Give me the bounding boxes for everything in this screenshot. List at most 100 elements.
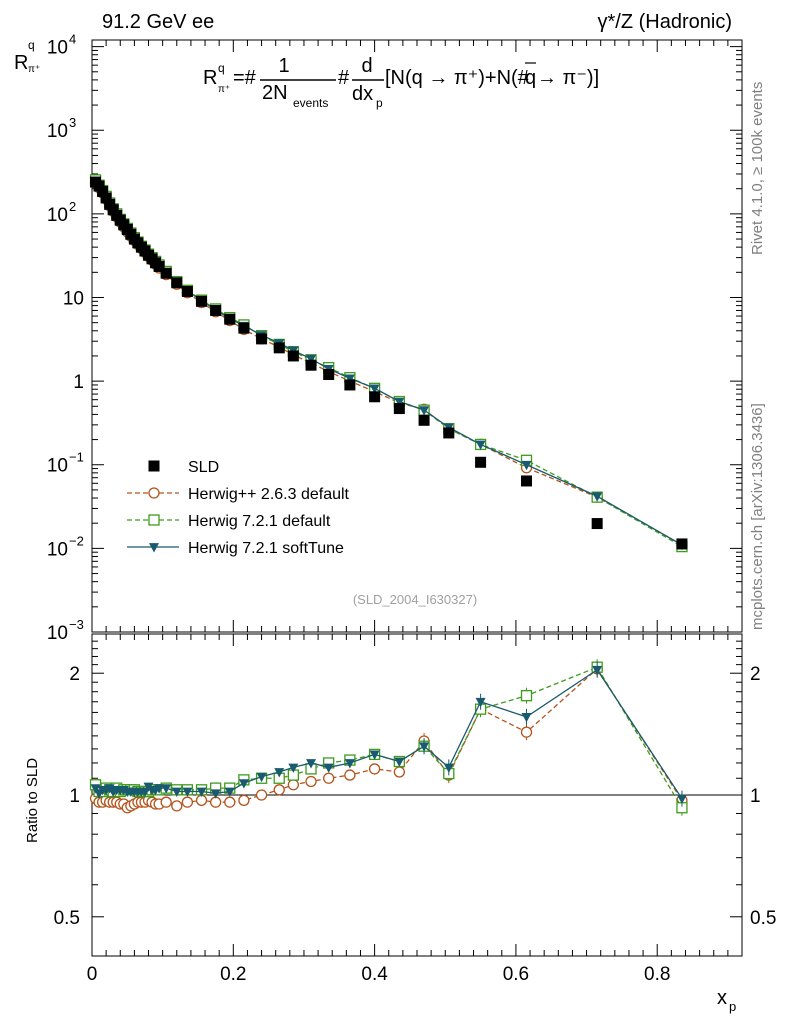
x-tick-label: 0 [87, 964, 98, 985]
ratio-point-herwig-7-2-1-softtune [323, 763, 334, 773]
ratio-point-herwig-7-2-1-softtune [394, 757, 405, 768]
ratio-y-tick-label: 0.5 [54, 908, 80, 929]
legend-entry: Herwig 7.2.1 default [127, 513, 331, 530]
svg-text:−3: −3 [69, 617, 84, 632]
legend-entry: Herwig 7.2.1 softTune [127, 540, 344, 557]
ratio-point-herwig-7-2-1-softtune [154, 784, 165, 794]
x-tick-label: 0.6 [503, 964, 529, 985]
point-sld [305, 359, 317, 371]
ratio-point-herwig-2-6-3-default [305, 775, 317, 788]
point-herwig-7-2-1-softtune [475, 440, 486, 450]
ratio-point-herwig-7-2-1-softtune [288, 763, 299, 773]
svg-text:q: q [525, 67, 536, 89]
ratio-point-herwig-2-6-3-default [393, 766, 405, 778]
ratio-point-herwig-7-2-1-softtune [443, 763, 454, 773]
point-sld [344, 379, 356, 391]
mcplots-label: mcplots.cern.ch [arXiv:1306.3436] [749, 403, 766, 630]
header-left: 91.2 GeV ee [102, 11, 214, 33]
svg-text:10: 10 [63, 288, 84, 309]
ratio-point-herwig-7-2-1-softtune [369, 750, 380, 760]
point-sld [676, 538, 688, 550]
point-sld [160, 267, 172, 279]
svg-text:R: R [203, 67, 217, 89]
point-sld [153, 260, 165, 272]
point-sld [418, 414, 430, 426]
point-sld [256, 333, 268, 345]
ratio-point-herwig-7-2-1-softtune [521, 713, 532, 723]
ratio-point-herwig-2-6-3-default [238, 794, 250, 807]
main-y-label: R q π⁺ [14, 38, 40, 75]
point-herwig-7-2-1-softtune [419, 406, 430, 416]
ratio-point-herwig-7-2-1-softtune [139, 787, 150, 798]
ratio-point-herwig-7-2-1-softtune [224, 787, 235, 798]
ratio-point-herwig-2-6-3-default [368, 763, 381, 775]
point-sld [171, 277, 183, 289]
ratio-point-herwig-2-6-3-default [344, 769, 356, 781]
point-herwig-7-2-1-softtune [306, 354, 317, 365]
point-sld [287, 350, 299, 362]
y-tick-label: 10 3 [47, 115, 76, 142]
point-herwig-7-2-1-softtune [344, 374, 355, 384]
x-axis-label: x p [717, 987, 736, 1014]
svg-text:3: 3 [69, 115, 76, 130]
y-tick-label: 10 [63, 288, 84, 309]
legend-marker [148, 514, 160, 526]
ratio-point-herwig-7-2-1-softtune [274, 768, 285, 778]
ratio-y-tick-label: 1 [69, 786, 80, 807]
ratio-point-herwig-7-2-1-softtune [256, 772, 267, 783]
svg-text:1: 1 [278, 55, 289, 77]
series-line-herwig-7-2-1-softtune [95, 180, 683, 546]
svg-text:−2: −2 [69, 533, 84, 548]
ratio-y-tick-label-right: 0.5 [750, 908, 776, 929]
header-right: γ*/Z (Hadronic) [598, 11, 732, 33]
ratio-point-herwig-2-6-3-default [520, 726, 533, 738]
ratio-y-label: Ratio to SLD [24, 758, 41, 843]
legend-marker [149, 543, 159, 553]
y-tick-label: 10 −2 [47, 533, 84, 560]
ratio-panel: 0 0.2 0.4 0.6 0.8 0.5 0.5 1 1 2 2 [54, 633, 776, 985]
svg-text:q: q [28, 38, 35, 52]
svg-text:10: 10 [47, 121, 68, 142]
legend-label: Herwig 7.2.1 softTune [188, 540, 344, 557]
point-herwig-7-2-1-softtune [394, 397, 405, 408]
ratio-point-herwig-7-2-1-default [520, 690, 533, 702]
point-sld [521, 475, 533, 487]
svg-text:#: # [338, 67, 350, 89]
point-sld [107, 204, 119, 216]
x-tick-label: 0.8 [644, 964, 670, 985]
ratio-line-herwig-7-2-1-softtune [94, 668, 683, 799]
point-herwig-7-2-1-softtune [592, 492, 603, 502]
series-line-herwig-2-6-3-default [95, 182, 683, 546]
ratio-point-herwig-2-6-3-default [255, 789, 268, 801]
point-sld [100, 192, 112, 204]
svg-text:p: p [376, 96, 383, 110]
ratio-point-herwig-7-2-1-softtune [676, 794, 687, 805]
svg-text:10: 10 [47, 205, 68, 226]
ratio-point-herwig-7-2-1-softtune [196, 787, 207, 798]
ratio-point-herwig-7-2-1-softtune [344, 759, 355, 769]
y-tick-label: 10 −1 [47, 450, 84, 477]
point-sld [273, 342, 285, 354]
svg-text:10: 10 [47, 38, 68, 59]
ratio-point-herwig-2-6-3-default [287, 779, 300, 791]
legend-entry: SLD [148, 459, 219, 476]
ratio-point-herwig-2-6-3-default [273, 784, 285, 796]
ratio-point-herwig-7-2-1-softtune [238, 779, 249, 789]
x-tick-label: 0.2 [220, 964, 246, 985]
point-sld [369, 391, 381, 403]
ratio-point-herwig-7-2-1-softtune [171, 787, 182, 798]
svg-text:−1: −1 [69, 450, 84, 465]
svg-text:2: 2 [69, 199, 76, 214]
ratio-point-herwig-7-2-1-softtune [419, 742, 430, 752]
svg-text:=#: =# [233, 67, 257, 89]
legend-marker [148, 460, 160, 472]
y-tick-label: 10 2 [47, 199, 76, 226]
y-tick-label: 10 4 [47, 32, 76, 59]
svg-text:x: x [717, 987, 727, 1009]
y-tick-label: 1 [73, 372, 84, 393]
point-sld [97, 186, 109, 198]
rivet-label: Rivet 4.1.0, ≥ 100k events [749, 82, 766, 255]
x-tick-label: 0.4 [361, 964, 388, 985]
